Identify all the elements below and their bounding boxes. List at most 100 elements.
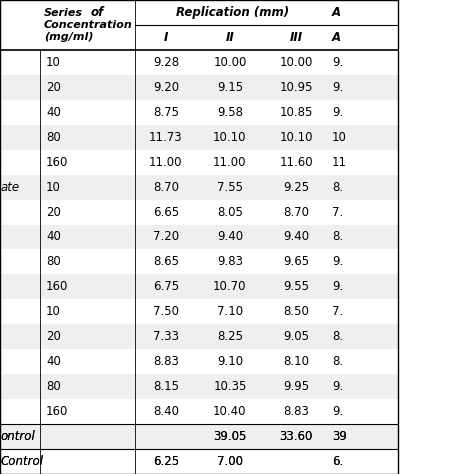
Text: 10.95: 10.95: [280, 81, 313, 94]
Text: I: I: [164, 31, 168, 44]
Bar: [0, 200, 398, 225]
Text: 20: 20: [46, 330, 61, 343]
Bar: [0, 0, 398, 25]
Text: 160: 160: [46, 405, 68, 418]
Text: 39.05: 39.05: [213, 430, 246, 443]
Text: 10.10: 10.10: [280, 131, 313, 144]
Text: 80: 80: [46, 255, 61, 268]
Text: 40: 40: [46, 106, 61, 119]
Text: 80: 80: [46, 131, 61, 144]
Text: 9.20: 9.20: [153, 81, 179, 94]
Text: 7.: 7.: [332, 305, 343, 319]
Text: 8.50: 8.50: [283, 305, 309, 319]
Text: 9.: 9.: [332, 56, 343, 69]
Text: 7.50: 7.50: [153, 305, 179, 319]
Text: 11.60: 11.60: [280, 155, 313, 169]
Text: 40: 40: [46, 355, 61, 368]
Bar: [0, 349, 398, 374]
Text: 7.55: 7.55: [217, 181, 243, 193]
Text: 9.28: 9.28: [153, 56, 179, 69]
Bar: [0, 75, 398, 100]
Text: 10: 10: [46, 56, 61, 69]
Text: A: A: [332, 31, 341, 44]
Bar: [0, 25, 398, 50]
Text: 6.: 6.: [332, 455, 343, 468]
Text: 9.25: 9.25: [283, 181, 310, 193]
Text: 9.58: 9.58: [217, 106, 243, 119]
Text: 8.65: 8.65: [153, 255, 179, 268]
Text: 8.70: 8.70: [283, 206, 309, 219]
Text: 9.40: 9.40: [283, 230, 310, 244]
Text: 9.: 9.: [332, 281, 343, 293]
Bar: [0, 125, 398, 150]
Text: A: A: [332, 6, 341, 19]
Text: 33.60: 33.60: [280, 430, 313, 443]
Text: 8.70: 8.70: [153, 181, 179, 193]
Text: III: III: [290, 31, 303, 44]
Text: 8.: 8.: [332, 230, 343, 244]
Text: 8.83: 8.83: [283, 405, 309, 418]
Text: 39.05: 39.05: [213, 430, 246, 443]
Text: 7.20: 7.20: [153, 230, 179, 244]
Text: 9.40: 9.40: [217, 230, 243, 244]
Text: 9.: 9.: [332, 81, 343, 94]
Text: 11.73: 11.73: [149, 131, 182, 144]
Text: 33.60: 33.60: [280, 430, 313, 443]
Text: 8.05: 8.05: [217, 206, 243, 219]
Bar: [0, 249, 398, 274]
Text: Control: Control: [1, 455, 44, 468]
Text: 9.95: 9.95: [283, 380, 310, 393]
Text: ontrol: ontrol: [1, 430, 36, 443]
Bar: [0, 174, 398, 200]
Text: 10.70: 10.70: [213, 281, 246, 293]
Text: 160: 160: [46, 281, 68, 293]
Text: II: II: [226, 31, 234, 44]
Text: 9.65: 9.65: [283, 255, 310, 268]
Bar: [0, 324, 398, 349]
Text: 8.: 8.: [332, 355, 343, 368]
Text: 7.33: 7.33: [153, 330, 179, 343]
Text: 11.00: 11.00: [213, 155, 246, 169]
Text: Control: Control: [1, 455, 44, 468]
Text: 9.: 9.: [332, 380, 343, 393]
Text: 6.75: 6.75: [153, 281, 179, 293]
Text: 9.83: 9.83: [217, 255, 243, 268]
Text: Series
Concentration
(mg/ml): Series Concentration (mg/ml): [44, 8, 133, 42]
Text: 9.15: 9.15: [217, 81, 243, 94]
Text: 10.00: 10.00: [213, 56, 246, 69]
Bar: [0, 300, 398, 324]
Text: ate: ate: [1, 181, 20, 193]
Text: 6.25: 6.25: [153, 455, 179, 468]
Text: 7.00: 7.00: [217, 455, 243, 468]
Text: 7.10: 7.10: [217, 305, 243, 319]
Bar: [0, 274, 398, 300]
Text: 10.85: 10.85: [280, 106, 313, 119]
Text: 8.: 8.: [332, 330, 343, 343]
Bar: [0, 424, 398, 449]
Text: Replication (mm): Replication (mm): [176, 6, 289, 19]
Text: 9.10: 9.10: [217, 355, 243, 368]
Text: 8.83: 8.83: [153, 355, 179, 368]
Text: 10.40: 10.40: [213, 405, 246, 418]
Text: 8.15: 8.15: [153, 380, 179, 393]
Text: 40: 40: [46, 230, 61, 244]
Text: 9.: 9.: [332, 255, 343, 268]
Bar: [0, 100, 398, 125]
Text: 8.40: 8.40: [153, 405, 179, 418]
Text: 11.00: 11.00: [149, 155, 182, 169]
Text: of: of: [91, 6, 104, 19]
Text: 160: 160: [46, 155, 68, 169]
Text: 20: 20: [46, 81, 61, 94]
Text: 8.10: 8.10: [283, 355, 309, 368]
Text: 10.10: 10.10: [213, 131, 246, 144]
Text: ontrol: ontrol: [1, 430, 36, 443]
Text: 11: 11: [332, 155, 347, 169]
Text: 6.65: 6.65: [153, 206, 179, 219]
Text: 39: 39: [332, 430, 346, 443]
Text: 9.55: 9.55: [283, 281, 309, 293]
Text: 9.: 9.: [332, 106, 343, 119]
Text: 10: 10: [332, 131, 346, 144]
Text: 7.00: 7.00: [217, 455, 243, 468]
Text: 9.: 9.: [332, 405, 343, 418]
Bar: [0, 225, 398, 249]
